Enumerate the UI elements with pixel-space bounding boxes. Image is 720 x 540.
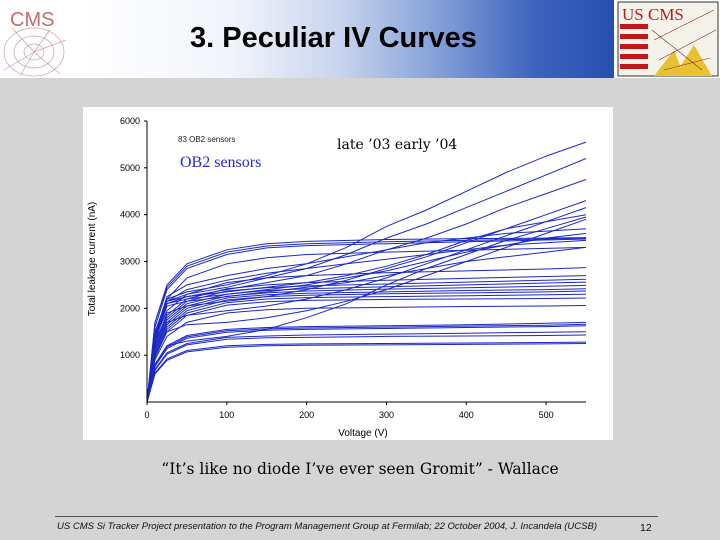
iv-curve-series-31: [146, 246, 587, 403]
iv-curve-series-18: [146, 331, 587, 403]
iv-curve-series-19: [146, 334, 587, 403]
wallace-quote: “It’s like no diode I’ve ever seen Gromi…: [161, 460, 559, 478]
iv-curve-series-27: [146, 218, 587, 403]
iv-curve-series-8: [146, 281, 587, 403]
y-tick-label: 4000: [120, 210, 140, 220]
x-tick-label: 400: [459, 410, 474, 420]
iv-curve-series-12: [146, 293, 587, 403]
y-tick-label: 2000: [120, 303, 140, 313]
iv-curve-series-26: [146, 207, 587, 403]
iv-curve-series-21: [146, 343, 587, 403]
iv-curve-chart: 0 100 200 300 400 500 1000 2000 3000 4000 5000 6000…: [83, 107, 613, 440]
iv-curve-series-22: [146, 141, 587, 403]
cms-logo: CMS: [0, 0, 82, 78]
iv-curve-series-17: [146, 325, 587, 403]
slide-title: 3. Peculiar IV Curves: [190, 22, 477, 54]
cms-logo-text: CMS: [10, 9, 54, 31]
slide-footer: US CMS Si Tracker Project presentation t…: [57, 521, 597, 532]
x-tick-label: 500: [539, 410, 554, 420]
chart-background: [83, 107, 613, 440]
x-tick-label: 0: [144, 410, 149, 420]
iv-curve-series-32: [146, 228, 587, 403]
iv-curve-series-1: [146, 237, 587, 403]
uscms-logo-text: US CMS: [622, 5, 684, 24]
uscms-logo: US CMS: [614, 0, 720, 78]
chart-axes: 0 100 200 300 400 500 1000 2000 3000 4000 5000 6000: [120, 116, 586, 420]
page-number: 12: [640, 522, 652, 534]
iv-curve-series-28: [146, 216, 587, 403]
x-tick-label: 300: [379, 410, 394, 420]
y-axis-label: Total leakage current (nA): [87, 202, 98, 317]
annotation-sensor-count: 83 OB2 sensors: [178, 135, 235, 144]
iv-curve-series-3: [146, 238, 587, 403]
y-tick-label: 5000: [120, 163, 140, 173]
annotation-time-period: late ’03 early ’04: [337, 137, 457, 153]
iv-curve-series-10: [146, 288, 587, 403]
y-tick-label: 1000: [120, 350, 140, 360]
iv-curve-series-20: [146, 341, 587, 403]
annotation-ob2-sensors: OB2 sensors: [180, 154, 261, 171]
plot-area: [146, 141, 587, 403]
y-tick-label: 6000: [120, 116, 140, 126]
iv-curve-series-14: [146, 305, 587, 403]
footer-divider: [55, 516, 658, 517]
iv-curve-series-33: [146, 239, 587, 403]
x-tick-label: 200: [299, 410, 314, 420]
y-tick-label: 3000: [120, 257, 140, 267]
iv-curve-series-29: [146, 214, 587, 403]
x-tick-label: 100: [219, 410, 234, 420]
x-axis-label: Voltage (V): [338, 428, 387, 439]
title-banner: [83, 0, 615, 78]
